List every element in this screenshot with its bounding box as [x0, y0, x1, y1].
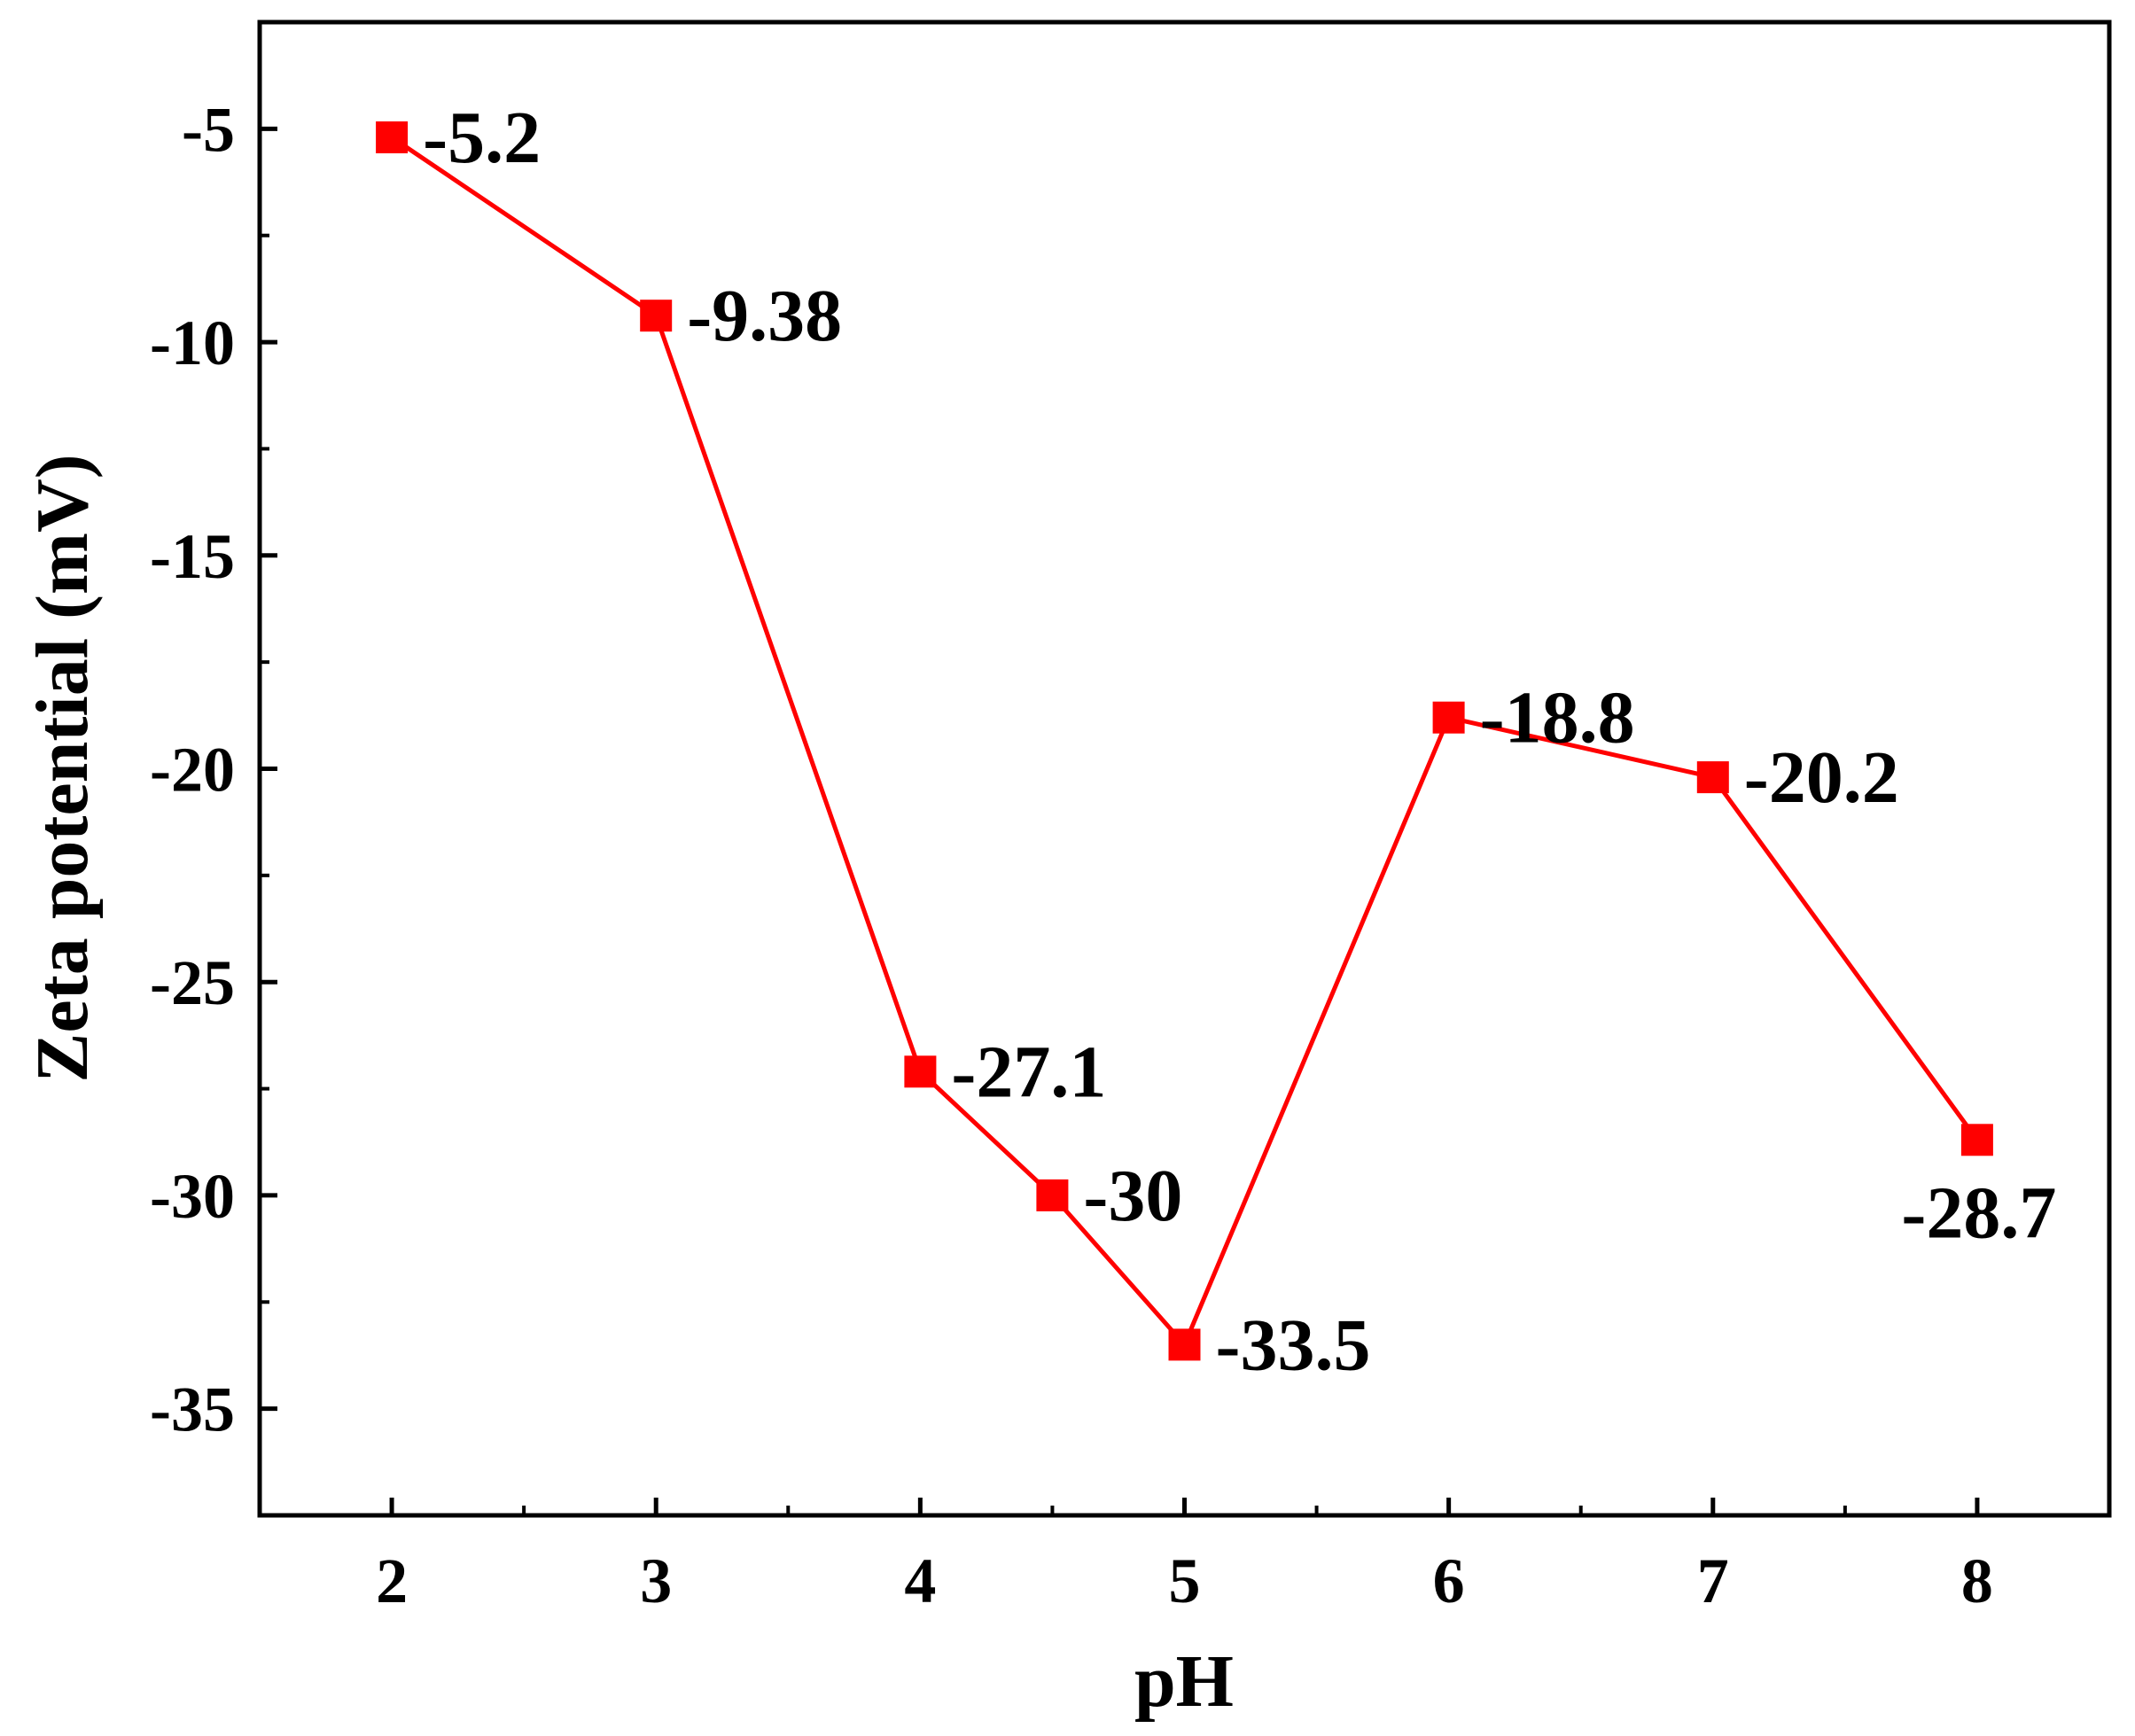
- x-axis-ticks: 2 3 4 5 6 7 8: [376, 1498, 1993, 1616]
- x-tick-label: 5: [1169, 1545, 1201, 1616]
- data-point-marker: [1696, 761, 1729, 794]
- data-point-marker: [376, 121, 409, 153]
- data-label: -9.38: [687, 275, 842, 357]
- data-label-layer: -5.2 -9.38 -27.1 -30 -33.5 -18.8 -20.2 -28.7: [423, 97, 2056, 1386]
- data-label: -5.2: [423, 97, 541, 179]
- data-point-marker: [1432, 701, 1465, 734]
- series-line: [390, 135, 1979, 1350]
- y-tick-label: -15: [150, 521, 235, 592]
- data-label: -30: [1083, 1155, 1182, 1237]
- x-tick-label: 6: [1433, 1545, 1465, 1616]
- y-tick-label: -20: [150, 735, 235, 806]
- y-axis-ticks: -5 -10 -15 -20 -25 -30 -35: [150, 20, 277, 1517]
- data-point-marker: [904, 1055, 937, 1088]
- y-tick-label: -10: [150, 307, 235, 378]
- y-tick-label: -5: [182, 94, 235, 165]
- data-point-marker: [1036, 1179, 1069, 1211]
- data-label: -33.5: [1216, 1304, 1371, 1386]
- y-tick-label: -25: [150, 947, 235, 1018]
- x-tick-label: 2: [376, 1545, 408, 1616]
- y-tick-label: -30: [150, 1161, 235, 1232]
- y-axis-title: Zeta potential (mV): [21, 454, 104, 1082]
- x-tick-label: 3: [640, 1545, 672, 1616]
- x-axis-title: pH: [1134, 1640, 1234, 1723]
- series-layer: [376, 121, 1993, 1361]
- x-tick-label: 8: [1961, 1545, 1993, 1616]
- data-point-marker: [640, 300, 673, 332]
- data-label: -28.7: [1901, 1172, 2056, 1254]
- data-point-marker: [1960, 1124, 1993, 1156]
- x-tick-label: 7: [1697, 1545, 1729, 1616]
- data-point-marker: [1168, 1328, 1201, 1361]
- data-label: -20.2: [1744, 736, 1899, 819]
- y-tick-label: -35: [150, 1374, 235, 1445]
- x-tick-label: 4: [904, 1545, 936, 1616]
- data-label: -27.1: [951, 1031, 1106, 1113]
- data-label: -18.8: [1480, 677, 1635, 759]
